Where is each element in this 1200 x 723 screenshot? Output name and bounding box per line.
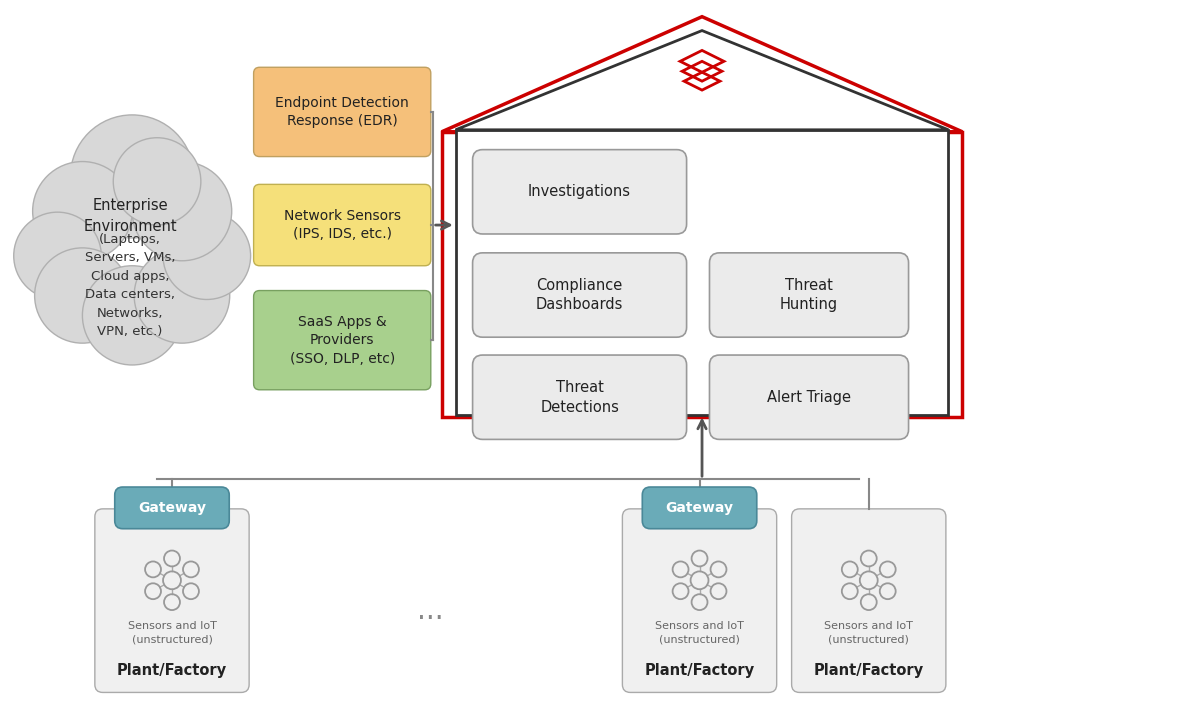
Text: SaaS Apps &
Providers
(SSO, DLP, etc): SaaS Apps & Providers (SSO, DLP, etc) xyxy=(289,315,395,366)
Text: ...: ... xyxy=(418,596,444,625)
FancyBboxPatch shape xyxy=(473,150,686,234)
Circle shape xyxy=(83,266,182,365)
Text: Sensors and IoT
(unstructured): Sensors and IoT (unstructured) xyxy=(655,621,744,644)
Bar xyxy=(456,130,948,414)
FancyBboxPatch shape xyxy=(253,67,431,157)
FancyBboxPatch shape xyxy=(623,509,776,693)
FancyBboxPatch shape xyxy=(253,184,431,266)
Text: Alert Triage: Alert Triage xyxy=(767,390,851,405)
FancyBboxPatch shape xyxy=(95,509,250,693)
Circle shape xyxy=(32,161,132,261)
Text: Threat
Detections: Threat Detections xyxy=(540,380,619,414)
Text: Endpoint Detection
Response (EDR): Endpoint Detection Response (EDR) xyxy=(275,95,409,128)
Text: Compliance
Dashboards: Compliance Dashboards xyxy=(536,278,623,312)
Text: Sensors and IoT
(unstructured): Sensors and IoT (unstructured) xyxy=(127,621,216,644)
Circle shape xyxy=(13,212,101,299)
Text: Enterprise
Environment: Enterprise Environment xyxy=(83,198,176,234)
Circle shape xyxy=(132,161,232,261)
Text: (Laptops,
Servers, VMs,
Cloud apps,
Data centers,
Networks,
VPN, etc.): (Laptops, Servers, VMs, Cloud apps, Data… xyxy=(85,233,175,338)
Text: Plant/Factory: Plant/Factory xyxy=(644,663,755,678)
Circle shape xyxy=(163,212,251,299)
Text: Sensors and IoT
(unstructured): Sensors and IoT (unstructured) xyxy=(824,621,913,644)
FancyBboxPatch shape xyxy=(473,253,686,337)
Circle shape xyxy=(134,248,229,343)
FancyBboxPatch shape xyxy=(792,509,946,693)
Text: Gateway: Gateway xyxy=(138,501,206,515)
Circle shape xyxy=(35,248,130,343)
Text: Network Sensors
(IPS, IDS, etc.): Network Sensors (IPS, IDS, etc.) xyxy=(283,209,401,241)
Text: Plant/Factory: Plant/Factory xyxy=(116,663,227,678)
FancyBboxPatch shape xyxy=(115,487,229,529)
Text: Threat
Hunting: Threat Hunting xyxy=(780,278,838,312)
Circle shape xyxy=(113,138,200,225)
Text: Plant/Factory: Plant/Factory xyxy=(814,663,924,678)
FancyBboxPatch shape xyxy=(709,355,908,440)
FancyBboxPatch shape xyxy=(253,291,431,390)
FancyBboxPatch shape xyxy=(473,355,686,440)
Circle shape xyxy=(71,115,194,238)
FancyBboxPatch shape xyxy=(709,253,908,337)
Bar xyxy=(442,132,962,416)
Text: Gateway: Gateway xyxy=(666,501,733,515)
Text: Investigations: Investigations xyxy=(528,184,631,200)
FancyBboxPatch shape xyxy=(642,487,757,529)
